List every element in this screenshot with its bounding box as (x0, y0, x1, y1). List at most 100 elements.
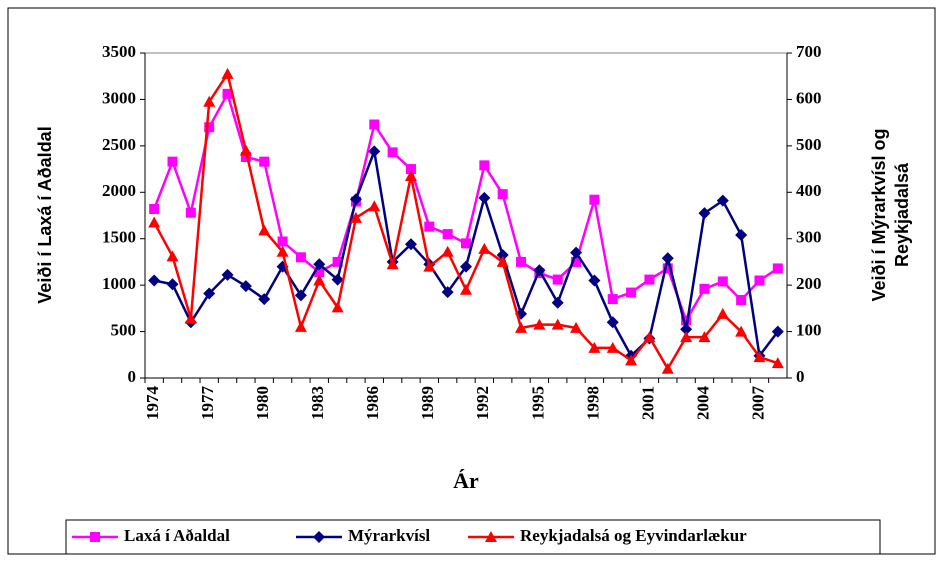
data-point (259, 156, 270, 167)
y2-tick-label: 500 (796, 135, 822, 154)
x-axis-title: Ár (453, 468, 479, 493)
y2-tick-label: 400 (796, 181, 822, 200)
data-point (221, 67, 234, 79)
data-point (166, 250, 179, 262)
data-point (661, 252, 674, 265)
y-tick-label: 2500 (102, 135, 136, 154)
data-point (662, 263, 673, 274)
y2-axis-title: Reykjadalsá (892, 162, 912, 267)
legend-label: Laxá í Aðaldal (124, 526, 230, 545)
legend-label: Reykjadalsá og Eyvindarlækur (520, 526, 747, 545)
data-point (735, 229, 748, 241)
data-point (478, 242, 491, 254)
data-point (331, 301, 344, 313)
y2-tick-label: 200 (796, 274, 822, 293)
data-point (497, 189, 508, 200)
data-point (221, 268, 234, 281)
data-point (369, 119, 380, 130)
data-point (460, 260, 472, 273)
y-tick-label: 2000 (102, 181, 136, 200)
data-point (644, 274, 655, 285)
data-point (331, 273, 344, 286)
data-point (258, 293, 271, 306)
data-point (681, 315, 692, 326)
legend-marker (313, 531, 325, 543)
data-point (643, 331, 656, 343)
y2-tick-label: 600 (796, 88, 822, 107)
data-point (588, 341, 601, 353)
data-point (148, 216, 161, 228)
data-point (404, 238, 417, 251)
data-point (386, 258, 399, 270)
data-point (149, 204, 160, 214)
data-point (771, 325, 784, 338)
data-point (460, 283, 472, 295)
data-point (661, 362, 674, 374)
data-point (185, 207, 196, 218)
data-point (552, 274, 563, 285)
data-point (441, 286, 454, 299)
x-tick-label: 1998 (583, 386, 602, 420)
data-point (441, 245, 454, 257)
data-point (699, 283, 710, 294)
data-point (276, 245, 289, 257)
data-point (680, 323, 693, 336)
data-point (496, 255, 509, 267)
y-tick-label: 1000 (102, 274, 136, 293)
data-point (184, 312, 197, 324)
x-tick-label: 1983 (308, 386, 327, 420)
x-tick-label: 1980 (253, 386, 272, 420)
data-point (166, 278, 179, 291)
data-point (533, 318, 546, 330)
y-tick-label: 3500 (102, 42, 136, 61)
data-point (405, 164, 416, 175)
data-point (551, 318, 564, 330)
data-point (606, 341, 619, 353)
data-point (258, 224, 271, 236)
legend-marker (90, 532, 100, 542)
data-point (588, 274, 601, 287)
data-point (332, 256, 343, 267)
data-point (314, 267, 325, 278)
data-point (606, 316, 619, 329)
data-point (239, 280, 252, 293)
data-point (167, 156, 178, 167)
data-point (478, 191, 491, 204)
data-point (716, 194, 729, 207)
data-point (571, 256, 582, 267)
y2-tick-label: 0 (796, 367, 805, 386)
x-tick-label: 1986 (363, 386, 382, 420)
x-tick-label: 1992 (473, 386, 492, 420)
data-point (698, 331, 711, 343)
y2-tick-label: 700 (796, 42, 822, 61)
data-point (607, 294, 618, 305)
y-tick-label: 500 (111, 320, 137, 339)
x-tick-label: 1995 (528, 386, 547, 420)
data-point (349, 193, 362, 206)
data-point (203, 95, 216, 107)
data-point (423, 260, 436, 272)
data-point (516, 256, 527, 267)
data-point (515, 321, 528, 333)
data-point (551, 296, 564, 309)
data-point (570, 321, 583, 333)
data-point (203, 287, 216, 300)
y-tick-label: 1500 (102, 228, 136, 247)
data-point (240, 152, 251, 162)
data-point (496, 248, 509, 261)
data-point (772, 263, 783, 274)
data-point (295, 252, 306, 263)
data-point (716, 307, 729, 319)
data-point (680, 331, 693, 343)
data-point (771, 357, 784, 369)
data-point (277, 236, 288, 247)
data-point (736, 295, 747, 305)
data-point (404, 170, 417, 182)
data-point (313, 258, 326, 271)
data-point (753, 351, 766, 363)
data-point (368, 200, 381, 212)
x-tick-label: 1977 (198, 386, 217, 421)
data-point (589, 194, 600, 205)
data-point (222, 88, 233, 99)
